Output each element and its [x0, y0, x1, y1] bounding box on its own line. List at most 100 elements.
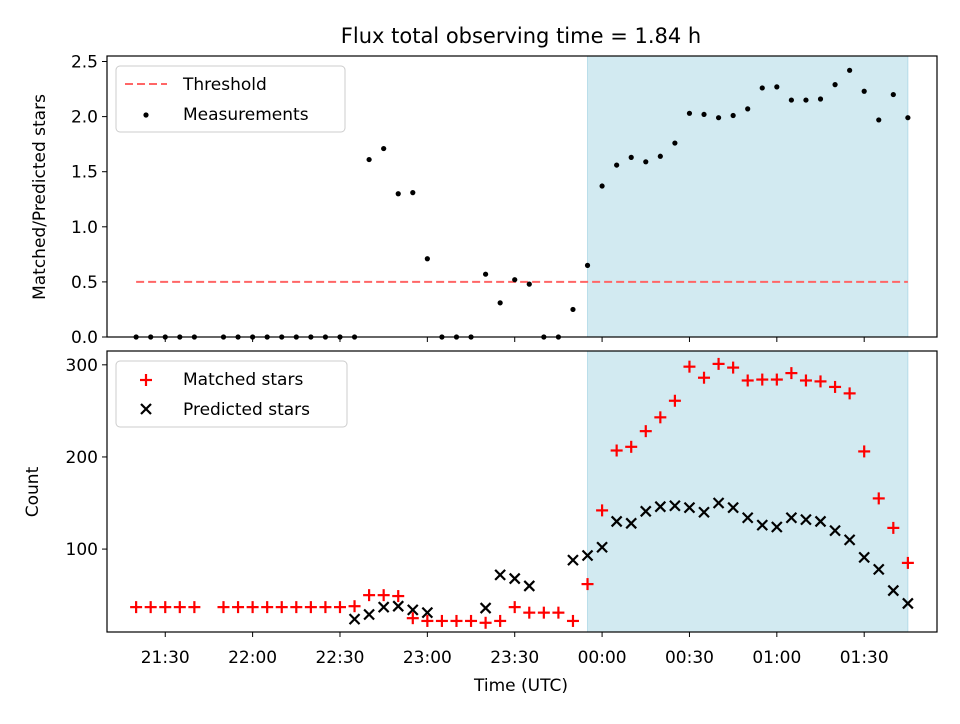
matched-stars-point: [173, 601, 186, 614]
predicted-stars-point: [523, 580, 536, 592]
chart-title: Flux total observing time = 1.84 h: [341, 24, 701, 48]
measurement-point: [861, 88, 867, 94]
y-tick-label: 100: [66, 540, 98, 560]
matched-stars-point: [130, 601, 143, 614]
x-tick-label: 01:30: [840, 648, 889, 668]
predicted-stars-point: [872, 563, 885, 576]
measurement-point: [526, 281, 532, 287]
predicted-stars-point: [683, 501, 696, 514]
x-tick-label: 00:30: [665, 648, 714, 668]
bottom-legend-box: [115, 360, 348, 428]
measurement-point: [424, 256, 430, 262]
matched-stars-point: [377, 589, 390, 602]
observing-interval-shade: [587, 55, 909, 338]
y-tick-label: 2.0: [71, 108, 98, 128]
x-axis-label: Time (UTC): [473, 676, 568, 696]
x-tick-label: 23:30: [490, 648, 539, 668]
measurement-point: [614, 162, 620, 168]
measurement-point: [847, 67, 853, 73]
legend-matched-label: Matched stars: [183, 370, 303, 390]
predicted-stars-point: [814, 515, 827, 528]
matched-stars-point: [479, 616, 492, 629]
predicted-stars-point: [698, 506, 710, 519]
measurement-point: [482, 271, 489, 277]
matched-stars-point: [319, 601, 332, 614]
matched-stars-point: [683, 360, 696, 373]
measurement-point: [410, 190, 416, 196]
top-legend: Threshold Measurements: [115, 65, 346, 133]
top-y-axis-label: Matched/Predicted stars: [30, 94, 50, 300]
predicted-stars-point: [858, 551, 870, 564]
x-tick-label: 22:00: [228, 648, 277, 668]
predicted-stars-point: [567, 554, 579, 566]
measurement-point: [905, 115, 911, 121]
predicted-stars-point: [494, 569, 506, 581]
predicted-stars-point: [610, 515, 623, 528]
measurement-point: [657, 153, 663, 159]
matched-stars-point: [290, 601, 303, 614]
predicted-stars-point: [377, 601, 390, 613]
predicted-stars-point: [479, 602, 492, 614]
matched-stars-point: [858, 445, 871, 458]
matched-stars-point: [581, 578, 594, 591]
predicted-stars-point: [625, 517, 637, 530]
measurement-point: [512, 277, 518, 283]
legend-measurements-label: Measurements: [183, 105, 309, 125]
y-tick-label: 0.5: [71, 273, 98, 293]
matched-stars-point: [465, 614, 478, 627]
predicted-stars-point: [800, 513, 812, 526]
matched-stars-point: [727, 361, 740, 374]
matched-stars-point: [275, 601, 288, 614]
matched-stars-point: [406, 612, 419, 625]
observing-interval-shade: [587, 350, 909, 633]
matched-stars-point: [799, 374, 812, 387]
predicted-stars-point: [654, 500, 667, 513]
matched-stars-point: [537, 606, 550, 619]
predicted-stars-point: [727, 501, 739, 514]
measurement-point: [381, 145, 387, 152]
predicted-stars-point: [741, 511, 754, 524]
bottom-panel: 100 200 300 21:30 22:00 22:30 23:00 23:30 00:00…: [23, 350, 938, 696]
matched-stars-point: [435, 614, 448, 627]
measurement-point: [759, 85, 765, 91]
matched-stars-point: [654, 411, 667, 424]
measurement-point: [803, 97, 809, 103]
matched-stars-point: [188, 601, 201, 614]
measurement-point: [686, 110, 693, 116]
measurement-point: [832, 82, 838, 88]
matched-stars-point: [159, 601, 172, 614]
matched-stars-point: [625, 440, 638, 453]
measurement-point: [497, 300, 503, 306]
matched-stars-point: [610, 444, 623, 457]
matched-stars-point: [596, 504, 609, 517]
measurement-point: [570, 306, 576, 313]
measurement-point: [366, 156, 372, 163]
top-legend-box: [115, 65, 346, 133]
matched-stars-point: [304, 601, 317, 614]
predicted-stars-point: [829, 524, 841, 537]
matched-stars-point: [450, 614, 463, 627]
measurement-point: [701, 111, 707, 118]
y-tick-label: 200: [66, 448, 98, 468]
matched-stars-point: [887, 521, 900, 534]
predicted-stars-point: [843, 534, 856, 546]
measurement-point: [774, 84, 780, 90]
measurement-point: [876, 117, 882, 123]
predicted-stars-point: [363, 608, 375, 621]
y-tick-label: 1.5: [71, 163, 98, 183]
matched-stars-point: [333, 601, 346, 614]
measurement-point: [817, 96, 824, 102]
matched-stars-point: [494, 614, 507, 627]
legend-measurements-swatch: [143, 112, 149, 118]
y-tick-label: 2.5: [71, 53, 98, 73]
predicted-stars-point: [392, 600, 405, 612]
x-tick-label: 22:30: [315, 648, 364, 668]
y-tick-label: 300: [66, 356, 98, 376]
bottom-y-axis-label: Count: [23, 466, 43, 517]
matched-stars-point: [261, 601, 274, 614]
matched-stars-point: [843, 387, 856, 400]
predicted-stars-point: [639, 505, 652, 518]
matched-stars-point: [144, 601, 157, 614]
measurement-point: [672, 140, 678, 146]
